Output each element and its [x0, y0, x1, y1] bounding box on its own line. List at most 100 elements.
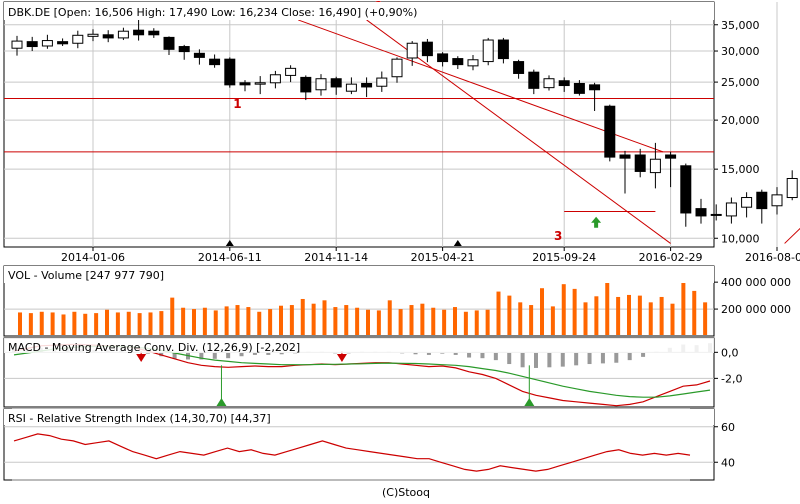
buy-signal-arrow-icon — [591, 216, 602, 228]
volume-bar — [409, 305, 414, 335]
macd-histogram-bar — [627, 352, 632, 361]
macd-histogram-bar — [534, 352, 538, 368]
volume-bar — [496, 291, 501, 335]
candle-body — [315, 78, 327, 91]
volume-bar — [192, 309, 196, 335]
candle-body — [330, 78, 342, 88]
macd-title-bg — [4, 338, 714, 353]
volume-bar — [105, 309, 109, 335]
price-x-tick-label: 2014-06-11 — [198, 251, 262, 264]
macd-histogram-bar — [467, 352, 472, 358]
macd-histogram-bar — [159, 352, 164, 357]
sell-signal-icon — [336, 354, 347, 362]
candle-body — [239, 82, 251, 86]
volume-bar — [28, 313, 33, 335]
volume-bar — [507, 295, 512, 335]
macd-histogram-bar — [547, 352, 552, 368]
volume-title: VOL - Volume [247 977 790] — [8, 269, 164, 282]
candle-body — [589, 84, 601, 91]
volume-bar — [529, 305, 534, 335]
volume-bar — [431, 307, 436, 335]
candle-body — [482, 39, 494, 63]
macd-histogram-bar — [600, 352, 605, 364]
volume-bar — [463, 311, 468, 335]
macd-histogram-bar — [199, 352, 204, 360]
volume-bar — [170, 297, 175, 335]
candle-body — [649, 158, 661, 174]
candle-body — [193, 52, 205, 58]
price-title-bg — [4, 2, 714, 20]
candle-body — [361, 82, 373, 88]
candle-body — [102, 34, 114, 39]
volume-bar — [355, 307, 360, 335]
volume-y-tick-label: 400 000 000 — [721, 276, 791, 289]
volume-bar — [659, 296, 664, 335]
volume-bar — [387, 300, 392, 335]
candle-body — [148, 30, 160, 36]
candle-body — [57, 41, 69, 45]
volume-y-tick-label: 200 000 000 — [721, 303, 791, 316]
macd-histogram-bar — [507, 352, 512, 365]
candle-body — [573, 82, 585, 94]
volume-title-bg — [4, 266, 714, 283]
price-x-tick-label: 2014-01-06 — [61, 251, 125, 264]
candle-body — [11, 40, 23, 49]
price-x-axis: 2014-01-06 2014-06-11 2014-11-14 2015-04-21… — [61, 240, 800, 264]
volume-bar — [181, 307, 186, 335]
volume-bar — [616, 296, 621, 335]
price-x-tick-label: 2014-11-14 — [304, 251, 368, 264]
volume-bar — [637, 295, 642, 335]
macd-histogram-bar — [426, 352, 431, 355]
volume-bar — [420, 303, 425, 335]
volume-bar — [300, 298, 305, 335]
volume-bar — [344, 305, 349, 335]
volume-bar — [703, 302, 708, 335]
volume-bar — [137, 313, 142, 335]
volume-bar — [322, 300, 327, 335]
volume-bar — [474, 310, 479, 335]
volume-bar — [442, 309, 447, 335]
footer-credit: (C)Stooq — [382, 486, 430, 499]
volume-bar — [540, 288, 544, 335]
candle-body — [269, 74, 281, 84]
macd-histogram-bar — [453, 352, 458, 355]
macd-histogram-bar — [279, 352, 284, 355]
rsi-y-tick-label: 40 — [721, 456, 735, 469]
volume-bar — [366, 309, 370, 335]
candle-body — [254, 82, 266, 85]
candle-body — [437, 53, 449, 63]
volume-bar — [670, 303, 675, 335]
volume-bar — [550, 306, 555, 335]
volume-bar — [246, 307, 251, 335]
macd-title: MACD - Moving Average Conv. Div. (12,26,… — [8, 341, 300, 354]
volume-bar — [376, 310, 381, 335]
candle-body — [72, 34, 84, 44]
volume-bar — [94, 313, 99, 335]
candle-body — [604, 105, 616, 158]
rsi-y-tick-label: 60 — [721, 421, 735, 434]
volume-bar — [202, 307, 207, 335]
candle-body — [300, 76, 312, 93]
price-panel-frame — [3, 1, 715, 248]
volume-bar — [61, 314, 66, 335]
candle-body — [786, 177, 798, 199]
price-y-tick-label: 15,000 — [721, 163, 760, 176]
price-x-tick-label: 2015-09-24 — [532, 251, 596, 264]
candle-body — [680, 165, 692, 214]
candle-body — [178, 46, 190, 53]
candle-body — [467, 59, 479, 67]
macd-histogram-bar — [560, 352, 565, 367]
wave-label-1: 1 — [233, 97, 241, 111]
price-x-tick-label: 2015-04-21 — [411, 251, 475, 264]
volume-bar — [583, 302, 588, 335]
volume-bar — [518, 302, 523, 335]
price-y-tick-label: 35,000 — [721, 19, 760, 32]
volume-bar — [311, 303, 316, 335]
volume-bar — [627, 294, 631, 335]
volume-bar — [213, 310, 218, 335]
price-candles — [11, 18, 798, 227]
candle-body — [634, 154, 646, 172]
rsi-title-bg — [4, 409, 714, 425]
macd-histogram-bar — [239, 352, 244, 357]
volume-bar — [681, 276, 686, 335]
